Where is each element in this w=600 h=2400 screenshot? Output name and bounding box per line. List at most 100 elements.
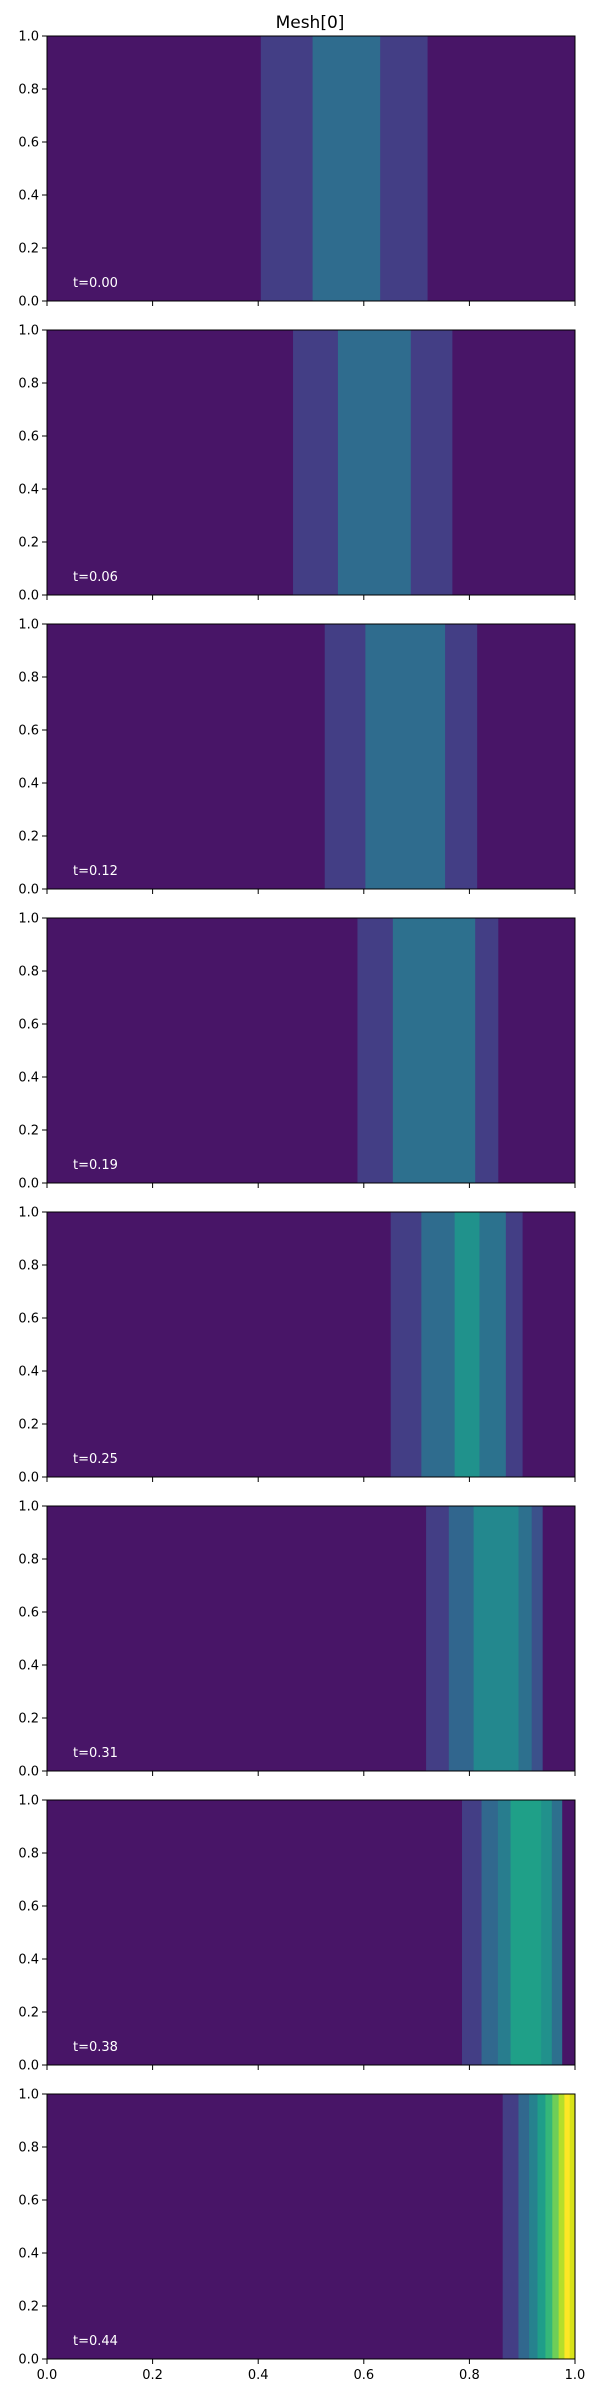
y-tick-label: 1.0 — [18, 1500, 39, 1515]
heat-band-2 — [454, 1212, 480, 1477]
y-tick-label: 0.0 — [18, 883, 39, 898]
y-tick-label: 0.0 — [18, 295, 39, 310]
panel-2: 0.0 0.2 0.4 0.6 0.8 1.0 t=0.12 — [18, 618, 576, 898]
y-tick-label: 1.0 — [18, 912, 39, 927]
heat-band-6 — [558, 2094, 565, 2359]
y-tick-label: 0.6 — [18, 1018, 39, 1033]
y-tick-label: 0.2 — [18, 1418, 39, 1433]
heat-band-0 — [502, 2094, 519, 2359]
x-tick-label: 0.4 — [248, 2368, 269, 2383]
time-label: t=0.12 — [73, 864, 118, 879]
heat-band-4 — [505, 1212, 523, 1477]
y-tick-label: 0.4 — [18, 483, 39, 498]
heat-band-1 — [481, 1800, 499, 2065]
panel-4: 0.0 0.2 0.4 0.6 0.8 1.0 t=0.25 — [18, 1206, 576, 1486]
heat-band-1 — [337, 330, 412, 595]
panel-3: 0.0 0.2 0.4 0.6 0.8 1.0 t=0.19 — [18, 912, 576, 1192]
x-tick-label: 0.8 — [459, 2368, 480, 2383]
panel-0: 0.0 0.2 0.4 0.6 0.8 1.0 t=0.00 — [18, 30, 576, 310]
heat-band-2 — [445, 624, 478, 889]
y-tick-label: 1.0 — [18, 2088, 39, 2103]
panel-frame — [46, 1799, 576, 2066]
y-tick-label: 0.6 — [18, 2194, 39, 2209]
heat-band-1 — [392, 918, 476, 1183]
y-tick-label: 0.8 — [18, 377, 39, 392]
heat-band-3 — [479, 1212, 507, 1477]
time-label: t=0.25 — [73, 1452, 118, 1467]
heat-band-2 — [475, 918, 499, 1183]
y-tick-label: 0.4 — [18, 777, 39, 792]
y-tick-label: 0.4 — [18, 1659, 39, 1674]
heat-band-2 — [529, 2094, 538, 2359]
heat-band-4 — [531, 1506, 543, 1771]
y-tick-label: 0.2 — [18, 1712, 39, 1727]
y-tick-label: 0.6 — [18, 1606, 39, 1621]
heat-band-1 — [421, 1212, 456, 1477]
heat-band-2 — [410, 330, 453, 595]
y-tick-label: 0.2 — [18, 2006, 39, 2021]
y-tick-label: 0.4 — [18, 1953, 39, 1968]
y-tick-label: 0.0 — [18, 1765, 39, 1780]
heat-band-5 — [551, 1800, 563, 2065]
panel-background — [47, 624, 575, 889]
panel-frame — [46, 1505, 576, 1772]
heat-band-0 — [462, 1800, 482, 2065]
heat-band-0 — [260, 36, 313, 301]
y-tick-label: 0.6 — [18, 430, 39, 445]
panel-frame — [46, 623, 576, 890]
y-tick-label: 1.0 — [18, 1794, 39, 1809]
heat-band-7 — [564, 2094, 571, 2359]
heat-band-0 — [357, 918, 394, 1183]
time-label: t=0.19 — [73, 1158, 118, 1173]
time-label: t=0.06 — [73, 570, 118, 585]
panel-frame — [46, 917, 576, 1184]
y-tick-label: 0.2 — [18, 536, 39, 551]
heat-band-3 — [537, 2094, 546, 2359]
y-tick-label: 0.8 — [18, 1847, 39, 1862]
y-tick-label: 0.6 — [18, 724, 39, 739]
heat-band-1 — [448, 1506, 475, 1771]
y-tick-label: 0.8 — [18, 965, 39, 980]
y-tick-label: 0.8 — [18, 1553, 39, 1568]
y-tick-label: 0.4 — [18, 1071, 39, 1086]
panel-frame — [46, 2093, 576, 2360]
y-tick-label: 1.0 — [18, 30, 39, 45]
y-tick-label: 0.2 — [18, 242, 39, 257]
y-tick-label: 0.2 — [18, 830, 39, 845]
panel-frame — [46, 35, 576, 302]
heat-band-2 — [380, 36, 428, 301]
panel-6: 0.0 0.2 0.4 0.6 0.8 1.0 t=0.38 — [18, 1794, 576, 2074]
time-label: t=0.31 — [73, 1746, 118, 1761]
y-tick-label: 0.8 — [18, 83, 39, 98]
y-tick-label: 0.8 — [18, 1259, 39, 1274]
y-tick-label: 1.0 — [18, 1206, 39, 1221]
y-tick-label: 1.0 — [18, 324, 39, 339]
time-label: t=0.44 — [73, 2334, 118, 2349]
heat-band-1 — [365, 624, 446, 889]
x-tick-label: 0.0 — [37, 2368, 58, 2383]
y-tick-label: 1.0 — [18, 618, 39, 633]
heat-band-3 — [518, 1506, 533, 1771]
y-tick-label: 0.4 — [18, 1365, 39, 1380]
heat-band-4 — [545, 2094, 553, 2359]
chart-title: Mesh[0] — [276, 13, 345, 33]
heat-band-5 — [552, 2094, 560, 2359]
panel-1: 0.0 0.2 0.4 0.6 0.8 1.0 t=0.06 — [18, 324, 576, 604]
panel-frame — [46, 1211, 576, 1478]
y-tick-label: 0.6 — [18, 1312, 39, 1327]
heat-band-8 — [569, 2094, 576, 2359]
y-tick-label: 0.8 — [18, 671, 39, 686]
x-tick-label: 0.2 — [142, 2368, 163, 2383]
y-tick-label: 0.2 — [18, 2300, 39, 2315]
x-tick-label: 1.0 — [565, 2368, 586, 2383]
y-tick-label: 0.0 — [18, 2353, 39, 2368]
heat-band-0 — [293, 330, 339, 595]
heat-band-1 — [312, 36, 381, 301]
heat-band-3 — [510, 1800, 542, 2065]
panel-background — [47, 2094, 575, 2359]
heat-band-2 — [497, 1800, 511, 2065]
y-tick-label: 0.8 — [18, 2141, 39, 2156]
panels: 0.0 0.2 0.4 0.6 0.8 1.0 t=0.00 0.0 0.2 0.4 0.6 0.8 1… — [18, 30, 585, 2384]
heat-band-2 — [473, 1506, 519, 1771]
